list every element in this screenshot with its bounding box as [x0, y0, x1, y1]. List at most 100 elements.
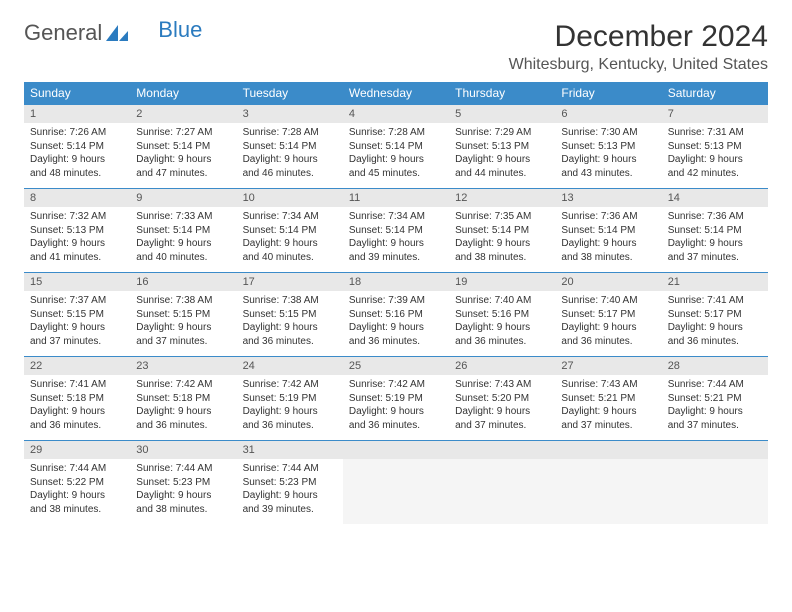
day-cell: Sunrise: 7:43 AMSunset: 5:21 PMDaylight:…	[555, 375, 661, 441]
daylight-line1: Daylight: 9 hours	[455, 237, 549, 251]
day-number: 28	[662, 357, 768, 376]
day-number: 4	[343, 105, 449, 124]
daylight-line1: Daylight: 9 hours	[455, 405, 549, 419]
day-cell: Sunrise: 7:44 AMSunset: 5:22 PMDaylight:…	[24, 459, 130, 524]
daylight-line2: and 39 minutes.	[349, 251, 443, 265]
day-number	[555, 441, 661, 460]
daylight-line1: Daylight: 9 hours	[30, 489, 124, 503]
sunrise: Sunrise: 7:29 AM	[455, 126, 549, 140]
day-cell: Sunrise: 7:26 AMSunset: 5:14 PMDaylight:…	[24, 123, 130, 189]
daylight-line1: Daylight: 9 hours	[136, 405, 230, 419]
daylight-line1: Daylight: 9 hours	[349, 237, 443, 251]
daylight-line2: and 36 minutes.	[561, 335, 655, 349]
sunset: Sunset: 5:15 PM	[136, 308, 230, 322]
sunrise: Sunrise: 7:44 AM	[136, 462, 230, 476]
weekday-header: Monday	[130, 82, 236, 105]
daylight-line2: and 44 minutes.	[455, 167, 549, 181]
daylight-line2: and 36 minutes.	[668, 335, 762, 349]
day-cell	[555, 459, 661, 524]
weekday-header: Tuesday	[237, 82, 343, 105]
daylight-line2: and 36 minutes.	[136, 419, 230, 433]
sunrise: Sunrise: 7:44 AM	[668, 378, 762, 392]
day-number: 22	[24, 357, 130, 376]
sunset: Sunset: 5:13 PM	[455, 140, 549, 154]
daylight-line1: Daylight: 9 hours	[455, 321, 549, 335]
sunset: Sunset: 5:23 PM	[136, 476, 230, 490]
day-number	[449, 441, 555, 460]
sunrise: Sunrise: 7:36 AM	[668, 210, 762, 224]
daylight-line2: and 36 minutes.	[243, 335, 337, 349]
day-data-row: Sunrise: 7:26 AMSunset: 5:14 PMDaylight:…	[24, 123, 768, 189]
daylight-line2: and 37 minutes.	[30, 335, 124, 349]
sunset: Sunset: 5:14 PM	[243, 140, 337, 154]
daylight-line2: and 41 minutes.	[30, 251, 124, 265]
sunset: Sunset: 5:21 PM	[668, 392, 762, 406]
day-cell: Sunrise: 7:39 AMSunset: 5:16 PMDaylight:…	[343, 291, 449, 357]
day-number: 5	[449, 105, 555, 124]
daylight-line1: Daylight: 9 hours	[243, 237, 337, 251]
daylight-line1: Daylight: 9 hours	[30, 321, 124, 335]
day-number	[662, 441, 768, 460]
day-number: 25	[343, 357, 449, 376]
day-cell: Sunrise: 7:42 AMSunset: 5:19 PMDaylight:…	[343, 375, 449, 441]
day-number-row: 22232425262728	[24, 357, 768, 376]
sunset: Sunset: 5:16 PM	[349, 308, 443, 322]
day-cell: Sunrise: 7:36 AMSunset: 5:14 PMDaylight:…	[662, 207, 768, 273]
sunrise: Sunrise: 7:32 AM	[30, 210, 124, 224]
day-data-row: Sunrise: 7:44 AMSunset: 5:22 PMDaylight:…	[24, 459, 768, 524]
day-number: 17	[237, 273, 343, 292]
logo: General Blue	[24, 20, 202, 46]
daylight-line1: Daylight: 9 hours	[30, 237, 124, 251]
daylight-line1: Daylight: 9 hours	[136, 489, 230, 503]
sunrise: Sunrise: 7:34 AM	[243, 210, 337, 224]
day-data-row: Sunrise: 7:32 AMSunset: 5:13 PMDaylight:…	[24, 207, 768, 273]
sunset: Sunset: 5:14 PM	[30, 140, 124, 154]
day-cell	[449, 459, 555, 524]
sunrise: Sunrise: 7:28 AM	[349, 126, 443, 140]
sunset: Sunset: 5:13 PM	[561, 140, 655, 154]
logo-text-2: Blue	[158, 17, 202, 43]
daylight-line1: Daylight: 9 hours	[243, 321, 337, 335]
day-cell: Sunrise: 7:44 AMSunset: 5:23 PMDaylight:…	[237, 459, 343, 524]
sunset: Sunset: 5:14 PM	[668, 224, 762, 238]
sunset: Sunset: 5:14 PM	[349, 140, 443, 154]
daylight-line1: Daylight: 9 hours	[668, 237, 762, 251]
daylight-line1: Daylight: 9 hours	[30, 405, 124, 419]
day-cell: Sunrise: 7:37 AMSunset: 5:15 PMDaylight:…	[24, 291, 130, 357]
sunrise: Sunrise: 7:30 AM	[561, 126, 655, 140]
sunrise: Sunrise: 7:42 AM	[136, 378, 230, 392]
day-cell	[662, 459, 768, 524]
daylight-line2: and 38 minutes.	[455, 251, 549, 265]
daylight-line2: and 40 minutes.	[136, 251, 230, 265]
daylight-line1: Daylight: 9 hours	[243, 489, 337, 503]
daylight-line1: Daylight: 9 hours	[136, 321, 230, 335]
daylight-line2: and 45 minutes.	[349, 167, 443, 181]
daylight-line1: Daylight: 9 hours	[561, 237, 655, 251]
sunrise: Sunrise: 7:38 AM	[136, 294, 230, 308]
sunrise: Sunrise: 7:44 AM	[243, 462, 337, 476]
daylight-line1: Daylight: 9 hours	[561, 321, 655, 335]
day-number: 27	[555, 357, 661, 376]
title-block: December 2024 Whitesburg, Kentucky, Unit…	[509, 20, 768, 74]
day-cell: Sunrise: 7:34 AMSunset: 5:14 PMDaylight:…	[343, 207, 449, 273]
sunrise: Sunrise: 7:31 AM	[668, 126, 762, 140]
sunset: Sunset: 5:14 PM	[455, 224, 549, 238]
daylight-line2: and 36 minutes.	[30, 419, 124, 433]
day-cell: Sunrise: 7:41 AMSunset: 5:18 PMDaylight:…	[24, 375, 130, 441]
sunset: Sunset: 5:13 PM	[30, 224, 124, 238]
header: General Blue December 2024 Whitesburg, K…	[24, 20, 768, 74]
sunrise: Sunrise: 7:42 AM	[349, 378, 443, 392]
day-number: 15	[24, 273, 130, 292]
daylight-line1: Daylight: 9 hours	[455, 153, 549, 167]
daylight-line2: and 37 minutes.	[455, 419, 549, 433]
daylight-line2: and 38 minutes.	[561, 251, 655, 265]
sunset: Sunset: 5:15 PM	[30, 308, 124, 322]
day-number: 12	[449, 189, 555, 208]
day-number: 31	[237, 441, 343, 460]
day-cell: Sunrise: 7:28 AMSunset: 5:14 PMDaylight:…	[237, 123, 343, 189]
daylight-line2: and 48 minutes.	[30, 167, 124, 181]
day-number: 24	[237, 357, 343, 376]
day-number: 7	[662, 105, 768, 124]
daylight-line1: Daylight: 9 hours	[30, 153, 124, 167]
daylight-line2: and 38 minutes.	[30, 503, 124, 517]
